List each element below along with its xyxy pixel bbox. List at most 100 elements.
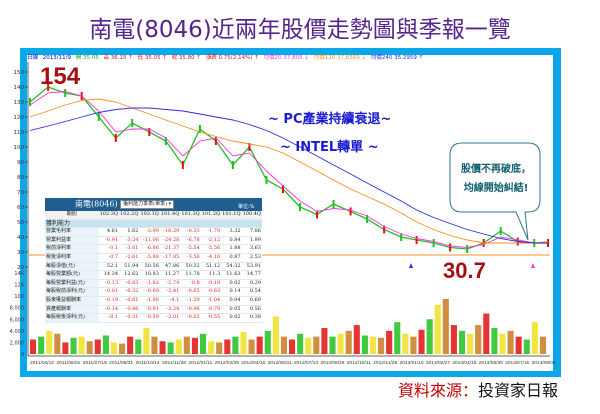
table-cell: 47.86 xyxy=(159,262,181,272)
candlestick xyxy=(47,83,50,91)
volume-bar xyxy=(458,330,466,354)
table-cell: -0.69 xyxy=(139,287,160,297)
table-row: 每股稅後淨利(元) -0.1 -0.31 -0.59 -2.01 -0.65 -0.55 0.… xyxy=(45,313,262,323)
table-cell: 7.86 xyxy=(241,227,262,237)
volume-bar xyxy=(216,342,223,354)
table-row: 每股淨值(元) 52.1 51.94 50.56 47.86 50.32 51.12 54.3… xyxy=(45,262,262,272)
table-cell: -4.1 xyxy=(159,296,181,306)
volume-bar xyxy=(280,336,287,354)
signal-marker-icon xyxy=(531,263,535,268)
table-cell: -17.85 xyxy=(159,253,181,263)
table-cell: 51.12 xyxy=(200,262,222,272)
volume-bar xyxy=(102,335,109,354)
table-cell: -0.1 xyxy=(98,244,120,254)
volume-bar xyxy=(418,329,425,354)
volume-bar xyxy=(175,339,182,354)
x-tick-label: 2012/02/29 xyxy=(215,360,239,366)
table-title: 南電(8046) 獲利能力季表(單季) ▾ xyxy=(45,198,262,211)
ma120-label: 均價120 37.6569 ↓ xyxy=(313,55,367,61)
candlestick xyxy=(248,143,251,151)
table-cell: -18.29 xyxy=(159,227,181,237)
y-tick-label: 110 xyxy=(14,130,25,136)
table-cell: -1.79 xyxy=(200,227,222,237)
source-value: 投資家日報 xyxy=(478,381,559,400)
table-cell: 1.99 xyxy=(241,236,262,246)
volume-bar xyxy=(143,327,150,354)
table-cell: 12.62 xyxy=(119,270,140,280)
report-select[interactable]: 獲利能力季表(單季) ▾ xyxy=(120,200,175,209)
high-label: 高 36.15 ↑ xyxy=(103,55,133,61)
ma240-line xyxy=(29,107,548,244)
period-label: 日線 xyxy=(27,55,39,61)
data-source: 資料來源：投資家日報 xyxy=(398,377,558,401)
volume-bar xyxy=(62,342,69,354)
table-cell: -5.88 xyxy=(139,253,160,263)
x-tick-label: 2012/10/11 xyxy=(347,360,371,366)
volume-bar xyxy=(119,343,126,354)
volume-bar xyxy=(426,319,433,354)
volume-bar xyxy=(305,337,312,354)
table-cell: 0.04 xyxy=(221,296,242,306)
column-header: 100.4Q xyxy=(241,211,262,220)
y-tick-label: 40 xyxy=(17,235,24,241)
table-cell: 11.63 xyxy=(221,270,242,280)
row-label: 每股營業額(元) xyxy=(45,270,99,280)
y-tick-label: 90 xyxy=(17,160,24,166)
y-tick-label: 30 xyxy=(17,250,24,256)
candlestick xyxy=(231,161,234,169)
table-cell: -0.61 xyxy=(119,296,140,306)
table-cell: -0.65 xyxy=(180,287,201,297)
volume-bar xyxy=(515,336,522,354)
volume-bar xyxy=(297,333,304,354)
table-cell: -2.01 xyxy=(159,313,181,323)
volume-bar xyxy=(248,339,255,354)
y-tick-label: 140 xyxy=(14,85,25,91)
volume-bar xyxy=(361,335,368,354)
table-cell: -2.74 xyxy=(159,279,181,289)
low-label: 低 35.05 ↑ xyxy=(137,55,167,61)
table-cell: -0.65 xyxy=(180,313,201,323)
row-label: 營業毛利率 xyxy=(45,227,99,237)
candlestick xyxy=(332,200,335,208)
date-label: 2013/11/9 xyxy=(42,55,71,61)
table-row: 稅前淨利率 -0.1 -3.61 -6.86 -21.37 -5.54 -5.56 1.88 3… xyxy=(45,244,262,254)
note-pc-industry: ~ PC產業持續衰退~ xyxy=(268,112,392,127)
volume-bar xyxy=(402,333,409,354)
volume-bar xyxy=(30,339,37,354)
volume-bar xyxy=(70,337,77,354)
table-cell: 0.87 xyxy=(221,253,242,263)
table-cell: -3.99 xyxy=(139,227,160,237)
table-cell: 3.32 xyxy=(221,227,242,237)
stock-name: 南電(8046) xyxy=(75,199,118,209)
chart-header: 日線 2013/11/9 開 35.05 高 36.15 ↑ 低 35.05 ↑… xyxy=(27,55,426,62)
table-cell: 11.3 xyxy=(200,270,222,280)
table-header-row: 期別 102.3Q 102.2Q 102.1Q 101.4Q 101.3Q 101.2Q 10… xyxy=(45,211,262,220)
x-tick-label: 2011/11/28 xyxy=(162,360,186,366)
table-cell: -6.86 xyxy=(139,244,160,254)
table-cell: -0.79 xyxy=(200,305,222,315)
column-header: 101.1Q xyxy=(221,211,242,220)
close-label: 收 35.80 ↑ xyxy=(171,55,202,61)
volume-bar xyxy=(491,327,498,354)
volume-bar xyxy=(151,336,158,354)
volume-bar xyxy=(232,336,239,354)
table-cell: 2.53 xyxy=(241,253,262,263)
volume-bar xyxy=(289,339,296,354)
table-cell: -3.24 xyxy=(159,305,181,315)
page-title: 南電(8046)近兩年股價走勢圖與季報一覽 xyxy=(89,17,511,43)
change-label: 漲跌 0.75(2.14%) ↑ xyxy=(205,55,259,61)
table-cell: -2.41 xyxy=(159,287,181,297)
table-cell: -4.16 xyxy=(200,253,222,263)
table-cell: -5.54 xyxy=(180,244,201,254)
x-tick-label: 2013/09/09 xyxy=(532,360,556,366)
ma120-line xyxy=(29,98,549,244)
table-cell: -3.24 xyxy=(119,236,140,246)
row-label: 每股營業利益(元) xyxy=(45,279,99,289)
volume-tick-label: 6,000 xyxy=(10,317,24,323)
table-row: 每股營業利益(元) -0.13 -0.63 -1.82 -2.74 -0.8 -0.18 0.… xyxy=(45,279,262,289)
table-cell: -0.55 xyxy=(200,313,222,323)
x-tick-label: 2013/05/30 xyxy=(479,360,503,366)
table-cell: -0.01 xyxy=(98,287,120,297)
table-cell: -0.8 xyxy=(180,279,201,289)
y-tick-label: 100 xyxy=(14,145,25,151)
